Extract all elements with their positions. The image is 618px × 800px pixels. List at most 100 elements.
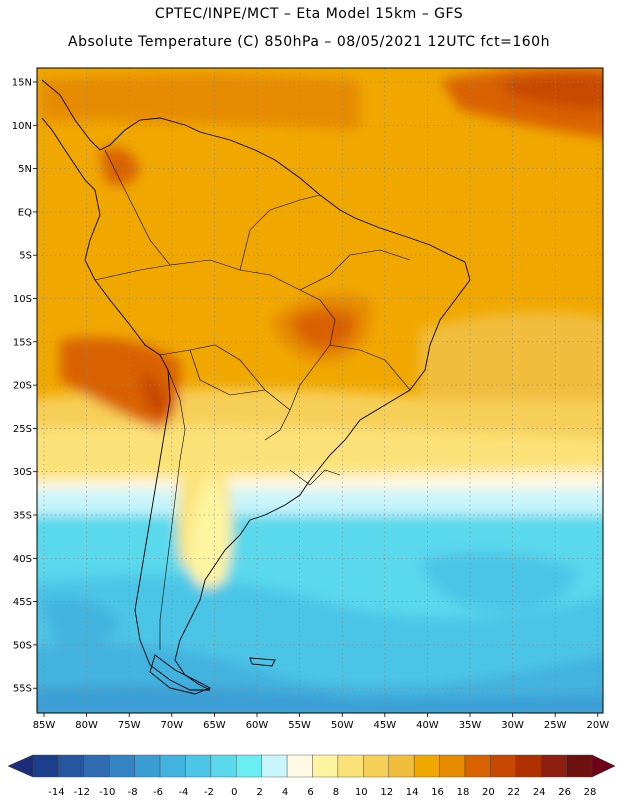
lon-label: 50W bbox=[331, 720, 354, 731]
border-b bbox=[94, 264, 171, 281]
chart-title: CPTEC/INPE/MCT – Eta Model 15km – GFS bbox=[154, 6, 464, 22]
colorbar-swatch bbox=[312, 754, 339, 778]
colorbar-tick-label: 26 bbox=[558, 787, 571, 798]
lon-label: 75W bbox=[118, 720, 141, 731]
chart-subtitle: Absolute Temperature (C) 850hPa – 08/05/… bbox=[68, 34, 550, 50]
brazil-states-2 bbox=[299, 249, 411, 291]
colorbar-tick-label: -14 bbox=[48, 787, 64, 798]
colorbar bbox=[7, 754, 616, 778]
lon-label: 45W bbox=[373, 720, 396, 731]
caribbean-warm-zone bbox=[40, 75, 360, 130]
lon-label: 60W bbox=[246, 720, 269, 731]
band-10c bbox=[37, 426, 603, 480]
brazil-hot-core bbox=[290, 308, 356, 350]
colorbar-swatch bbox=[490, 754, 516, 778]
lat-label: 15N bbox=[12, 78, 32, 89]
axis-ticks bbox=[33, 81, 599, 717]
atacama-hot-core bbox=[140, 370, 170, 414]
colorbar-swatch bbox=[185, 754, 212, 778]
lon-label: 35W bbox=[459, 720, 482, 731]
colorbar-tick-label: 12 bbox=[380, 787, 393, 798]
atlantic-mild bbox=[420, 312, 603, 400]
lon-label: 20W bbox=[586, 720, 609, 731]
colorbar-tick-label: 16 bbox=[431, 787, 444, 798]
map-frame bbox=[36, 67, 604, 714]
colorbar-tick-label: -4 bbox=[178, 787, 188, 798]
lat-label: 45S bbox=[13, 597, 32, 608]
colorbar-tick-label: 20 bbox=[482, 787, 495, 798]
colorbar-swatch bbox=[566, 754, 593, 778]
lon-label: 85W bbox=[33, 720, 56, 731]
colorbar-swatch bbox=[337, 754, 364, 778]
north-atlantic-hot-core bbox=[500, 73, 603, 110]
lat-label: 5S bbox=[19, 251, 32, 262]
colorbar-tick-label: 0 bbox=[231, 787, 237, 798]
longitude-labels: 85W 80W 75W 70W 65W 60W 55W 50W 45W 40W 35W 30W 25W 2… bbox=[33, 720, 610, 731]
colorbar-swatch bbox=[210, 754, 237, 778]
lon-label: 30W bbox=[501, 720, 524, 731]
lon-label: 65W bbox=[203, 720, 226, 731]
colorbar-labels: -14 -12 -10 -8 -6 -4 -2 0 2 4 6 8 10 12 14 16 18 20 22 24 26… bbox=[48, 787, 596, 798]
colorbar-tick-label: 24 bbox=[533, 787, 546, 798]
lon-label: 40W bbox=[416, 720, 439, 731]
temperature-field bbox=[37, 68, 603, 713]
colorbar-swatch bbox=[540, 754, 567, 778]
colorbar-tick-label: 2 bbox=[256, 787, 262, 798]
lat-label: 20S bbox=[13, 381, 32, 392]
colorbar-swatch bbox=[58, 754, 85, 778]
lon-label: 80W bbox=[75, 720, 98, 731]
coastlines bbox=[41, 79, 471, 695]
uruguay-border bbox=[289, 469, 341, 486]
colorbar-swatch bbox=[363, 754, 389, 778]
colorbar-tick-label: -6 bbox=[153, 787, 163, 798]
brazil-states bbox=[329, 344, 411, 391]
lat-label: 50S bbox=[13, 640, 32, 651]
border-a bbox=[104, 149, 336, 441]
colorbar-underflow-arrow bbox=[7, 754, 34, 778]
falkland-islands bbox=[249, 657, 276, 667]
lat-label: 10S bbox=[13, 294, 32, 305]
lat-label: 55S bbox=[13, 684, 32, 695]
colorbar-swatch bbox=[261, 754, 288, 778]
border-e bbox=[239, 194, 321, 271]
tierra-del-fuego bbox=[149, 654, 212, 695]
central-america bbox=[41, 117, 76, 166]
andes-border bbox=[159, 369, 186, 650]
south-pacific-cool-patch bbox=[40, 597, 120, 652]
lon-label: 70W bbox=[160, 720, 183, 731]
lon-label: 55W bbox=[288, 720, 311, 731]
south-atlantic-cool-patch bbox=[420, 552, 580, 612]
colorbar-tick-label: 18 bbox=[457, 787, 470, 798]
lat-label: 35S bbox=[13, 511, 32, 522]
latitude-labels: 15N 10N 5N EQ 5S 10S 15S 20S 25S 30S 35S 40S 45S 50S 5… bbox=[12, 78, 32, 695]
colorbar-tick-label: 4 bbox=[282, 787, 288, 798]
country-borders bbox=[94, 149, 411, 650]
colorbar-swatch bbox=[236, 754, 262, 778]
colorbar-tick-label: -10 bbox=[99, 787, 115, 798]
colombia-hot-zone bbox=[100, 147, 140, 186]
lat-label: 40S bbox=[13, 554, 32, 565]
lat-label: 30S bbox=[13, 467, 32, 478]
coastline-main bbox=[41, 79, 471, 691]
colorbar-tick-label: -12 bbox=[74, 787, 90, 798]
colorbar-tick-label: -2 bbox=[204, 787, 214, 798]
colorbar-swatch bbox=[439, 754, 466, 778]
colorbar-tick-label: 8 bbox=[333, 787, 339, 798]
colorbar-swatch bbox=[109, 754, 135, 778]
border-c bbox=[159, 344, 291, 411]
colorbar-swatch bbox=[464, 754, 491, 778]
colorbar-swatch bbox=[515, 754, 542, 778]
lat-label: 25S bbox=[13, 424, 32, 435]
lat-label: 10N bbox=[12, 121, 32, 132]
colorbar-swatch bbox=[32, 754, 59, 778]
colorbar-swatch bbox=[159, 754, 186, 778]
colorbar-swatch bbox=[388, 754, 415, 778]
colorbar-swatch bbox=[413, 754, 440, 778]
colorbar-swatch bbox=[286, 754, 313, 778]
colorbar-tick-label: 10 bbox=[355, 787, 368, 798]
colorbar-tick-label: 22 bbox=[507, 787, 520, 798]
colorbar-overflow-arrow bbox=[591, 754, 616, 778]
border-d bbox=[189, 349, 266, 396]
band-minus6c bbox=[37, 686, 603, 713]
